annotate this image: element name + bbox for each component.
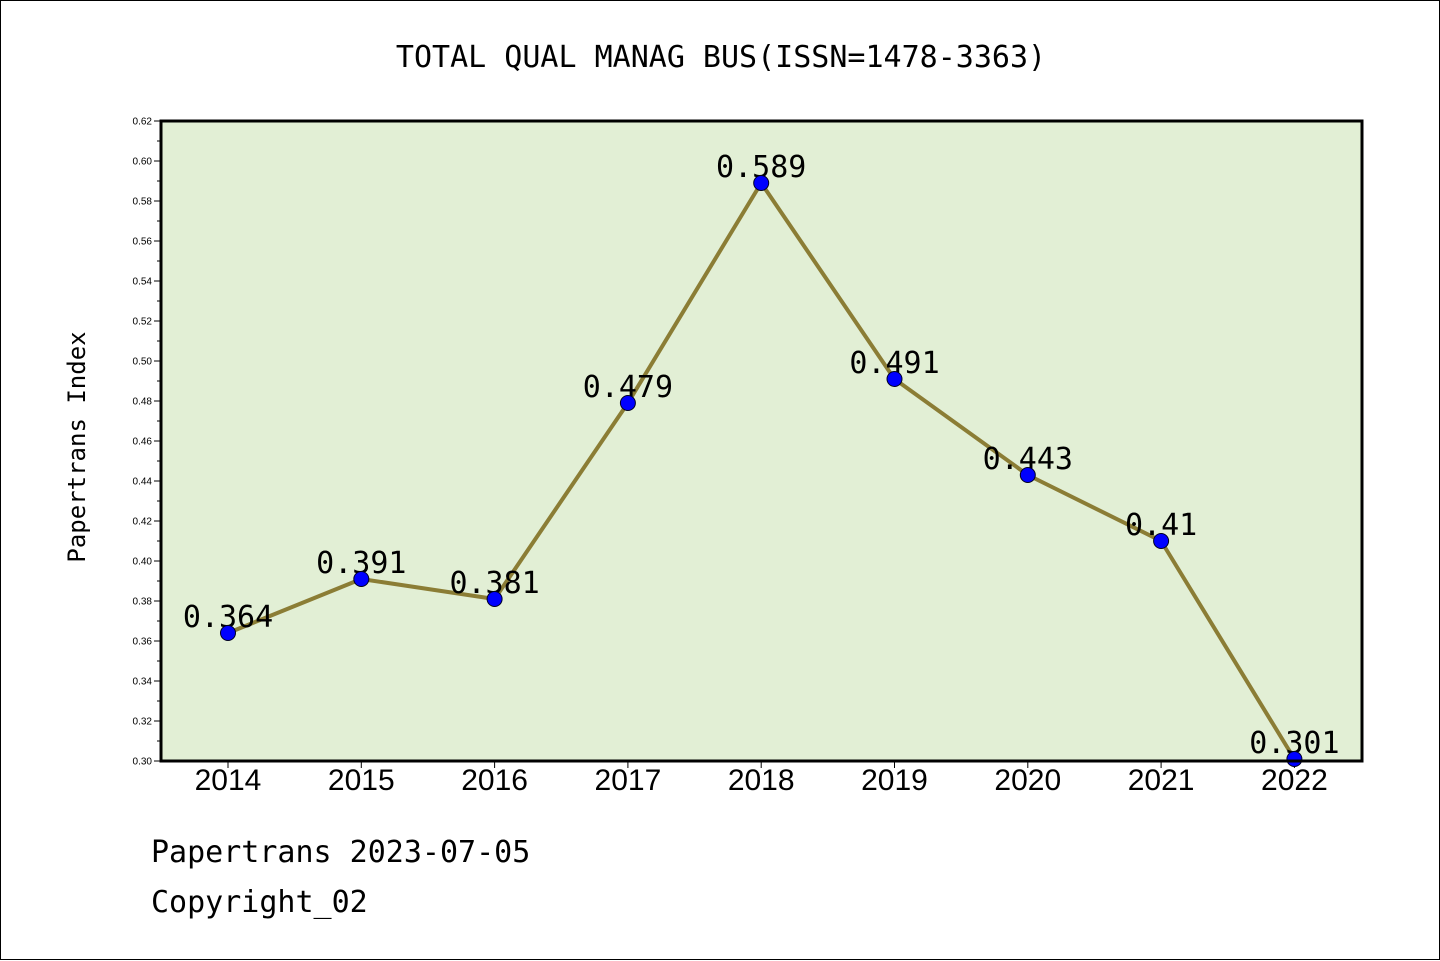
plot-frame — [159, 119, 1364, 763]
x-tick-label: 2020 — [994, 764, 1061, 797]
plot-area — [161, 121, 1362, 761]
y-tick-label: 0.38 — [133, 597, 153, 608]
y-tick-label: 0.54 — [133, 277, 153, 288]
y-tick-label: 0.40 — [133, 557, 153, 568]
data-point — [753, 175, 770, 191]
x-tick-label: 2014 — [195, 764, 262, 797]
data-point — [220, 625, 236, 641]
data-point — [353, 571, 370, 587]
y-tick-label: 0.58 — [133, 197, 153, 208]
footer-copyright: Copyright_02 — [151, 885, 368, 920]
y-tick-label: 0.34 — [133, 677, 153, 688]
data-point — [1019, 467, 1036, 483]
x-tick-label: 2019 — [861, 764, 928, 797]
y-tick-label: 0.32 — [133, 717, 153, 728]
x-tick-label: 2017 — [595, 764, 662, 797]
data-point — [486, 591, 503, 607]
y-tick-label: 0.52 — [133, 317, 153, 328]
y-tick-label: 0.60 — [133, 157, 153, 168]
data-point — [886, 371, 903, 387]
footer-date: Papertrans 2023-07-05 — [151, 835, 531, 870]
y-tick-label: 0.44 — [133, 477, 153, 488]
y-tick-label: 0.46 — [133, 437, 153, 448]
y-tick-label: 0.62 — [133, 117, 153, 128]
x-tick-label: 2018 — [728, 764, 795, 797]
x-tick-label: 2021 — [1128, 764, 1195, 797]
y-tick-label: 0.42 — [133, 517, 153, 528]
y-tick-label: 0.56 — [133, 237, 153, 248]
chart-title: TOTAL QUAL MANAG BUS(ISSN=1478-3363) — [396, 40, 1046, 75]
y-tick-label: 0.30 — [133, 757, 153, 768]
y-axis-label: Papertrans Index — [63, 331, 91, 562]
data-point — [619, 395, 636, 411]
x-tick-label: 2016 — [461, 764, 528, 797]
data-point — [1286, 751, 1303, 767]
x-tick-label: 2015 — [328, 764, 395, 797]
x-tick-label: 2022 — [1261, 764, 1328, 797]
data-point — [1153, 533, 1170, 549]
y-tick-label: 0.50 — [133, 357, 153, 368]
y-tick-label: 0.36 — [133, 637, 153, 648]
y-tick-label: 0.48 — [133, 397, 153, 408]
